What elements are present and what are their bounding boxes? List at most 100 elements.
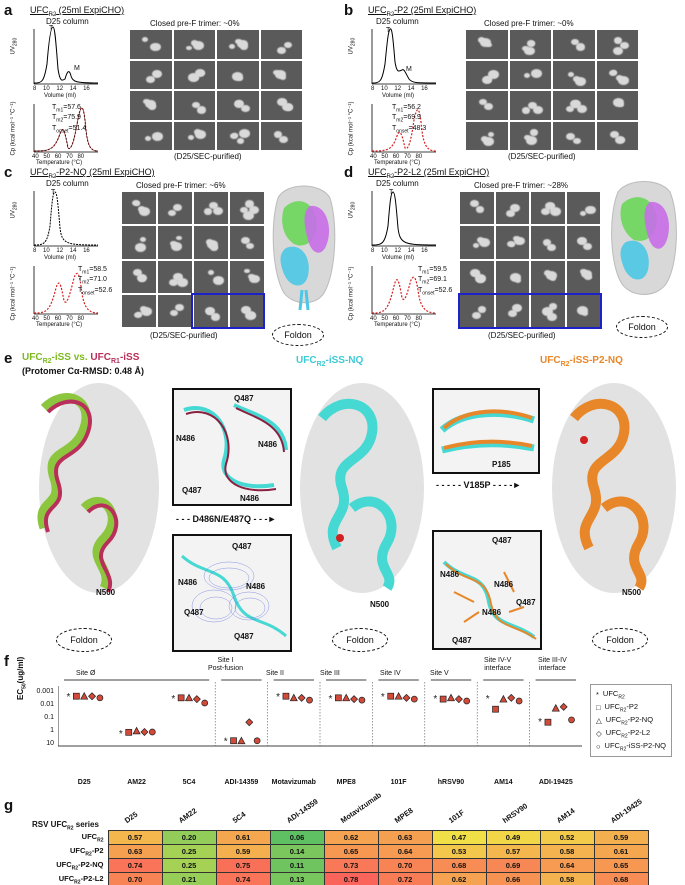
panel-c-column: D25 column bbox=[46, 179, 89, 188]
f-site-label: Site II bbox=[266, 670, 284, 677]
f-ytick: 0.1 bbox=[44, 714, 54, 721]
heatmap-cell: 0.68 bbox=[431, 858, 487, 873]
x-tick-label: MPE8 bbox=[336, 779, 356, 786]
heatmap-cell: 0.62 bbox=[323, 830, 379, 845]
data-point bbox=[125, 728, 133, 736]
table-row: UFCR2-P2-NQ 0.74 0.25 0.75 0.11 0.73 0.70 0.68 0… bbox=[30, 858, 649, 873]
structure-middle bbox=[300, 383, 424, 593]
data-point bbox=[342, 693, 351, 702]
heatmap-cell: 0.59 bbox=[593, 830, 649, 845]
em-class-average bbox=[566, 192, 600, 225]
data-point bbox=[88, 692, 97, 701]
row-header: UFCR2-P2-L2 bbox=[58, 873, 104, 885]
data-point bbox=[358, 696, 366, 704]
em-class-average bbox=[531, 226, 565, 259]
em-class-average bbox=[566, 260, 600, 293]
panel-e-rmsd: (Protomer Cα-RMSD: 0.48 Å) bbox=[22, 366, 145, 376]
em-class-average bbox=[217, 121, 259, 150]
em-class-average bbox=[130, 121, 172, 150]
data-point bbox=[334, 694, 342, 702]
data-point bbox=[245, 718, 254, 727]
legend-item: □ UFCR2-P2 bbox=[596, 701, 639, 714]
em-class-average bbox=[495, 226, 529, 259]
panel-e-left-title: UFCR2-iSS vs. UFCR1-iSS bbox=[22, 352, 140, 365]
em-class-average bbox=[194, 260, 228, 293]
peak-M-label: M bbox=[74, 65, 80, 72]
data-point: * bbox=[433, 694, 437, 705]
x-tick-label: D25 bbox=[77, 779, 91, 786]
data-point bbox=[454, 695, 463, 704]
em-class-average bbox=[122, 294, 156, 327]
em-class-average bbox=[217, 60, 259, 89]
peak-T-label: T bbox=[49, 25, 54, 32]
legend-item: ○ UFCR2-iSS-P2-NQ bbox=[596, 740, 666, 753]
heatmap-cell: 0.20 bbox=[161, 830, 217, 845]
data-point bbox=[148, 728, 156, 736]
em-class-average bbox=[230, 226, 264, 259]
f-ytick: 0.01 bbox=[40, 701, 54, 708]
column-header: 5C4 bbox=[230, 809, 248, 825]
f-ylabel: EC50(ug/ml) bbox=[16, 656, 28, 700]
em-class-average bbox=[460, 294, 494, 327]
heatmap-cell: 0.13 bbox=[269, 872, 325, 885]
dsc-plot bbox=[33, 104, 99, 153]
data-point bbox=[387, 692, 395, 700]
data-point: * bbox=[119, 729, 123, 740]
data-point bbox=[253, 737, 261, 745]
heatmap-cell: 0.64 bbox=[377, 844, 433, 859]
em-class-average bbox=[566, 226, 600, 259]
temp-ticks: 40 50 60 70 80 bbox=[32, 316, 85, 322]
row-header: UFCR2-P2 bbox=[70, 845, 104, 858]
em-class-average bbox=[230, 192, 264, 225]
em-class-average bbox=[460, 260, 494, 293]
f-ytick: 1 bbox=[50, 727, 54, 734]
volume-axis-label: Volume (ml) bbox=[44, 255, 77, 261]
table-row: UFCR2 0.57 0.20 0.61 0.06 0.62 0.63 0.47 0.49 0.5… bbox=[30, 830, 649, 845]
x-tick-label: 5C4 bbox=[182, 779, 196, 786]
panel-letter-b: b bbox=[344, 2, 354, 19]
panel-letter-d: d bbox=[344, 164, 354, 181]
f-site-label: Site IV bbox=[380, 670, 401, 677]
data-point bbox=[140, 728, 149, 736]
em-class-average bbox=[509, 91, 551, 120]
data-point: * bbox=[329, 694, 333, 705]
panel-c-plots bbox=[33, 191, 99, 315]
em-class-average bbox=[217, 30, 259, 59]
data-point bbox=[551, 703, 560, 712]
panel-c-tm-values: Tm1=58.5 Tm2=71.0 Tonset=52.6 bbox=[78, 266, 113, 297]
em-class-average bbox=[509, 30, 551, 59]
foldon-ellipse-e2: Foldon bbox=[332, 628, 388, 652]
heatmap-cell: 0.53 bbox=[431, 844, 487, 859]
data-point bbox=[289, 693, 298, 702]
f-site-label: Site III bbox=[320, 670, 340, 677]
data-point bbox=[132, 726, 141, 735]
heatmap-cell: 0.65 bbox=[593, 858, 649, 873]
uv-axis-label: UV280 bbox=[10, 37, 19, 55]
data-point bbox=[184, 693, 194, 702]
heatmap-cell: 0.06 bbox=[269, 830, 325, 845]
volume-axis-label: Volume (ml) bbox=[44, 93, 77, 99]
heatmap-cell: 0.66 bbox=[485, 872, 541, 885]
f-ytick: 10 bbox=[46, 740, 54, 747]
panel-b-em-label: Closed pre-F trimer: ~0% bbox=[484, 19, 574, 28]
column-header: Motavizumab bbox=[338, 790, 383, 825]
em-class-average bbox=[509, 60, 551, 89]
heatmap-cell: 0.58 bbox=[539, 872, 595, 885]
heatmap-cell: 0.74 bbox=[107, 858, 163, 873]
heatmap-cell: 0.68 bbox=[593, 872, 649, 885]
heatmap-cell: 0.61 bbox=[215, 830, 271, 845]
panel-a-title: UFCR2 (25ml ExpiCHO) bbox=[30, 5, 125, 18]
heatmap-cell: 0.59 bbox=[215, 844, 271, 859]
foldon-ellipse-c: Foldon bbox=[272, 324, 324, 346]
panel-letter-f: f bbox=[4, 653, 9, 670]
heatmap-cell: 0.78 bbox=[323, 872, 379, 885]
em-class-average bbox=[531, 294, 565, 327]
x-tick-label: ADI-19425 bbox=[538, 779, 573, 786]
em-class-average bbox=[596, 91, 638, 120]
em-class-average bbox=[260, 91, 302, 120]
temp-axis-label: Temperature (°C) bbox=[374, 160, 421, 166]
em-class-average bbox=[466, 60, 508, 89]
f-xlabels: D25 AM22 5C4 ADI-14359 Motavizumab MPE8 101F hR… bbox=[58, 779, 582, 793]
peak-M-label: M bbox=[406, 66, 412, 73]
x-tick-label: AM14 bbox=[494, 779, 513, 786]
